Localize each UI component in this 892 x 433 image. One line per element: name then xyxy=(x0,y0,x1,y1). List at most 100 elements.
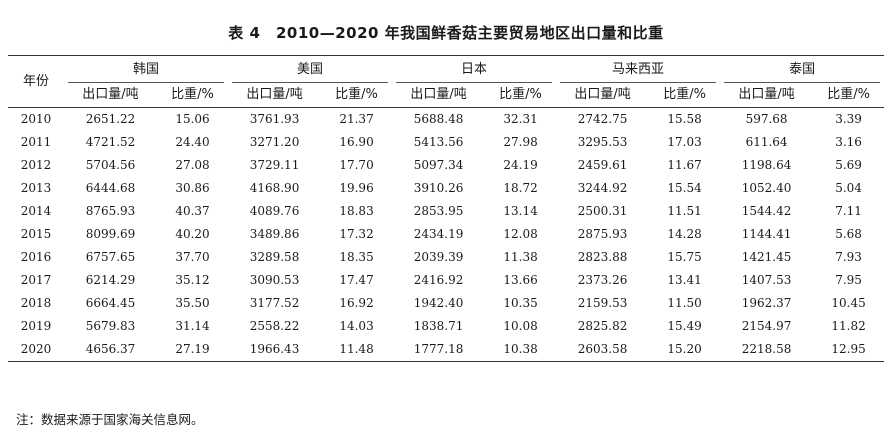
export-table: 年份 韩国 美国 日本 马来西亚 泰国 出口量/吨 比重/% 出口量/吨 比重/… xyxy=(8,55,885,362)
share-cell: 11.51 xyxy=(667,204,702,218)
country-header: 日本 xyxy=(392,55,557,83)
volume-cell: 6664.45 xyxy=(85,296,136,310)
year-cell: 2013 xyxy=(20,181,52,195)
volume-cell: 2500.31 xyxy=(577,204,628,218)
volume-cell: 3729.11 xyxy=(249,158,300,172)
volume-cell: 597.68 xyxy=(745,112,788,126)
table-row: 2020 4656.37 27.19 1966.43 11.48 1777.18 10.38… xyxy=(8,338,885,362)
header-row-countries: 年份 韩国 美国 日本 马来西亚 泰国 xyxy=(8,55,885,108)
share-cell: 15.20 xyxy=(649,338,721,362)
share-cell: 27.98 xyxy=(503,135,538,149)
volume-cell: 1144.41 xyxy=(741,227,792,241)
share-cell: 11.48 xyxy=(321,338,393,362)
volume-cell: 2154.97 xyxy=(741,319,792,333)
year-cell: 2015 xyxy=(20,227,52,241)
volume-cell: 5413.56 xyxy=(413,135,464,149)
share-cell: 5.68 xyxy=(835,227,862,241)
share-cell: 18.35 xyxy=(339,250,374,264)
share-cell: 10.08 xyxy=(503,319,538,333)
volume-cell: 2603.58 xyxy=(556,338,650,362)
share-cell: 17.70 xyxy=(339,158,374,172)
table-title: 表 4 2010—2020 年我国鲜香菇主要贸易地区出口量和比重 xyxy=(228,24,664,42)
volume-cell: 6214.29 xyxy=(85,273,136,287)
volume-cell: 1838.71 xyxy=(413,319,464,333)
volume-cell: 6757.65 xyxy=(85,250,136,264)
share-cell: 15.58 xyxy=(667,112,702,126)
year-cell: 2018 xyxy=(20,296,52,310)
share-cell: 10.35 xyxy=(503,296,538,310)
volume-cell: 1962.37 xyxy=(741,296,792,310)
volume-cell: 8765.93 xyxy=(85,204,136,218)
year-cell: 2020 xyxy=(8,338,64,362)
volume-cell: 2039.39 xyxy=(413,250,464,264)
year-cell: 2012 xyxy=(20,158,52,172)
country-header: 泰国 xyxy=(720,55,885,83)
volume-header: 出口量/吨 xyxy=(64,83,157,108)
share-cell: 15.54 xyxy=(667,181,702,195)
table-row: 2017 6214.29 35.12 3090.53 17.47 2416.92 13.66… xyxy=(8,269,884,292)
table-row: 2019 5679.83 31.14 2558.22 14.03 1838.71 10.08… xyxy=(8,315,884,338)
volume-cell: 4089.76 xyxy=(249,204,300,218)
share-cell: 27.08 xyxy=(175,158,210,172)
header-row-metrics: 出口量/吨 比重/% 出口量/吨 比重/% 出口量/吨 比重/% 出口量/吨 比… xyxy=(8,83,885,108)
share-header: 比重/% xyxy=(485,83,557,108)
volume-cell: 611.64 xyxy=(745,135,788,149)
share-cell: 19.96 xyxy=(339,181,374,195)
volume-cell: 3244.92 xyxy=(577,181,628,195)
volume-cell: 3177.52 xyxy=(249,296,300,310)
share-cell: 16.90 xyxy=(339,135,374,149)
volume-cell: 1421.45 xyxy=(741,250,792,264)
share-cell: 14.03 xyxy=(339,319,374,333)
share-cell: 7.11 xyxy=(835,204,862,218)
volume-cell: 3295.53 xyxy=(577,135,628,149)
volume-cell: 1544.42 xyxy=(741,204,792,218)
share-cell: 14.28 xyxy=(667,227,702,241)
share-cell: 18.83 xyxy=(339,204,374,218)
country-header: 韩国 xyxy=(64,55,229,83)
share-cell: 5.04 xyxy=(835,181,862,195)
volume-cell: 1198.64 xyxy=(741,158,792,172)
year-cell: 2011 xyxy=(20,135,52,149)
table-row: 2010 2651.22 15.06 3761.93 21.37 5688.48 32.31… xyxy=(8,108,884,132)
volume-header: 出口量/吨 xyxy=(228,83,322,108)
share-cell: 13.41 xyxy=(667,273,702,287)
share-cell: 11.82 xyxy=(831,319,866,333)
volume-cell: 3761.93 xyxy=(249,112,300,126)
volume-header: 出口量/吨 xyxy=(720,83,814,108)
volume-cell: 3090.53 xyxy=(249,273,300,287)
year-cell: 2019 xyxy=(20,319,52,333)
share-cell: 24.19 xyxy=(503,158,538,172)
volume-cell: 1966.43 xyxy=(228,338,322,362)
year-cell: 2016 xyxy=(20,250,52,264)
volume-cell: 1407.53 xyxy=(741,273,792,287)
source-note: 注：数据来源于国家海关信息网。 xyxy=(16,412,204,427)
volume-cell: 2558.22 xyxy=(249,319,300,333)
volume-cell: 2823.88 xyxy=(577,250,628,264)
volume-cell: 4721.52 xyxy=(85,135,136,149)
share-cell: 37.70 xyxy=(175,250,210,264)
share-cell: 40.37 xyxy=(175,204,210,218)
share-cell: 11.50 xyxy=(667,296,702,310)
volume-cell: 2434.19 xyxy=(413,227,464,241)
table-row: 2015 8099.69 40.20 3489.86 17.32 2434.19 12.08… xyxy=(8,223,884,246)
share-cell: 21.37 xyxy=(339,112,374,126)
volume-cell: 2825.82 xyxy=(577,319,628,333)
share-cell: 7.93 xyxy=(835,250,862,264)
share-cell: 10.38 xyxy=(485,338,557,362)
share-cell: 40.20 xyxy=(175,227,210,241)
share-cell: 17.32 xyxy=(339,227,374,241)
volume-header: 出口量/吨 xyxy=(392,83,486,108)
share-cell: 27.19 xyxy=(157,338,229,362)
share-cell: 35.12 xyxy=(175,273,210,287)
share-cell: 24.40 xyxy=(175,135,210,149)
share-cell: 13.66 xyxy=(503,273,538,287)
share-header: 比重/% xyxy=(321,83,393,108)
year-cell: 2010 xyxy=(20,112,52,126)
volume-cell: 5688.48 xyxy=(413,112,464,126)
country-header: 马来西亚 xyxy=(556,55,721,83)
share-cell: 17.03 xyxy=(667,135,702,149)
volume-cell: 2416.92 xyxy=(413,273,464,287)
share-cell: 15.75 xyxy=(667,250,702,264)
volume-cell: 2459.61 xyxy=(577,158,628,172)
table-row: 2016 6757.65 37.70 3289.58 18.35 2039.39 11.38… xyxy=(8,246,884,269)
